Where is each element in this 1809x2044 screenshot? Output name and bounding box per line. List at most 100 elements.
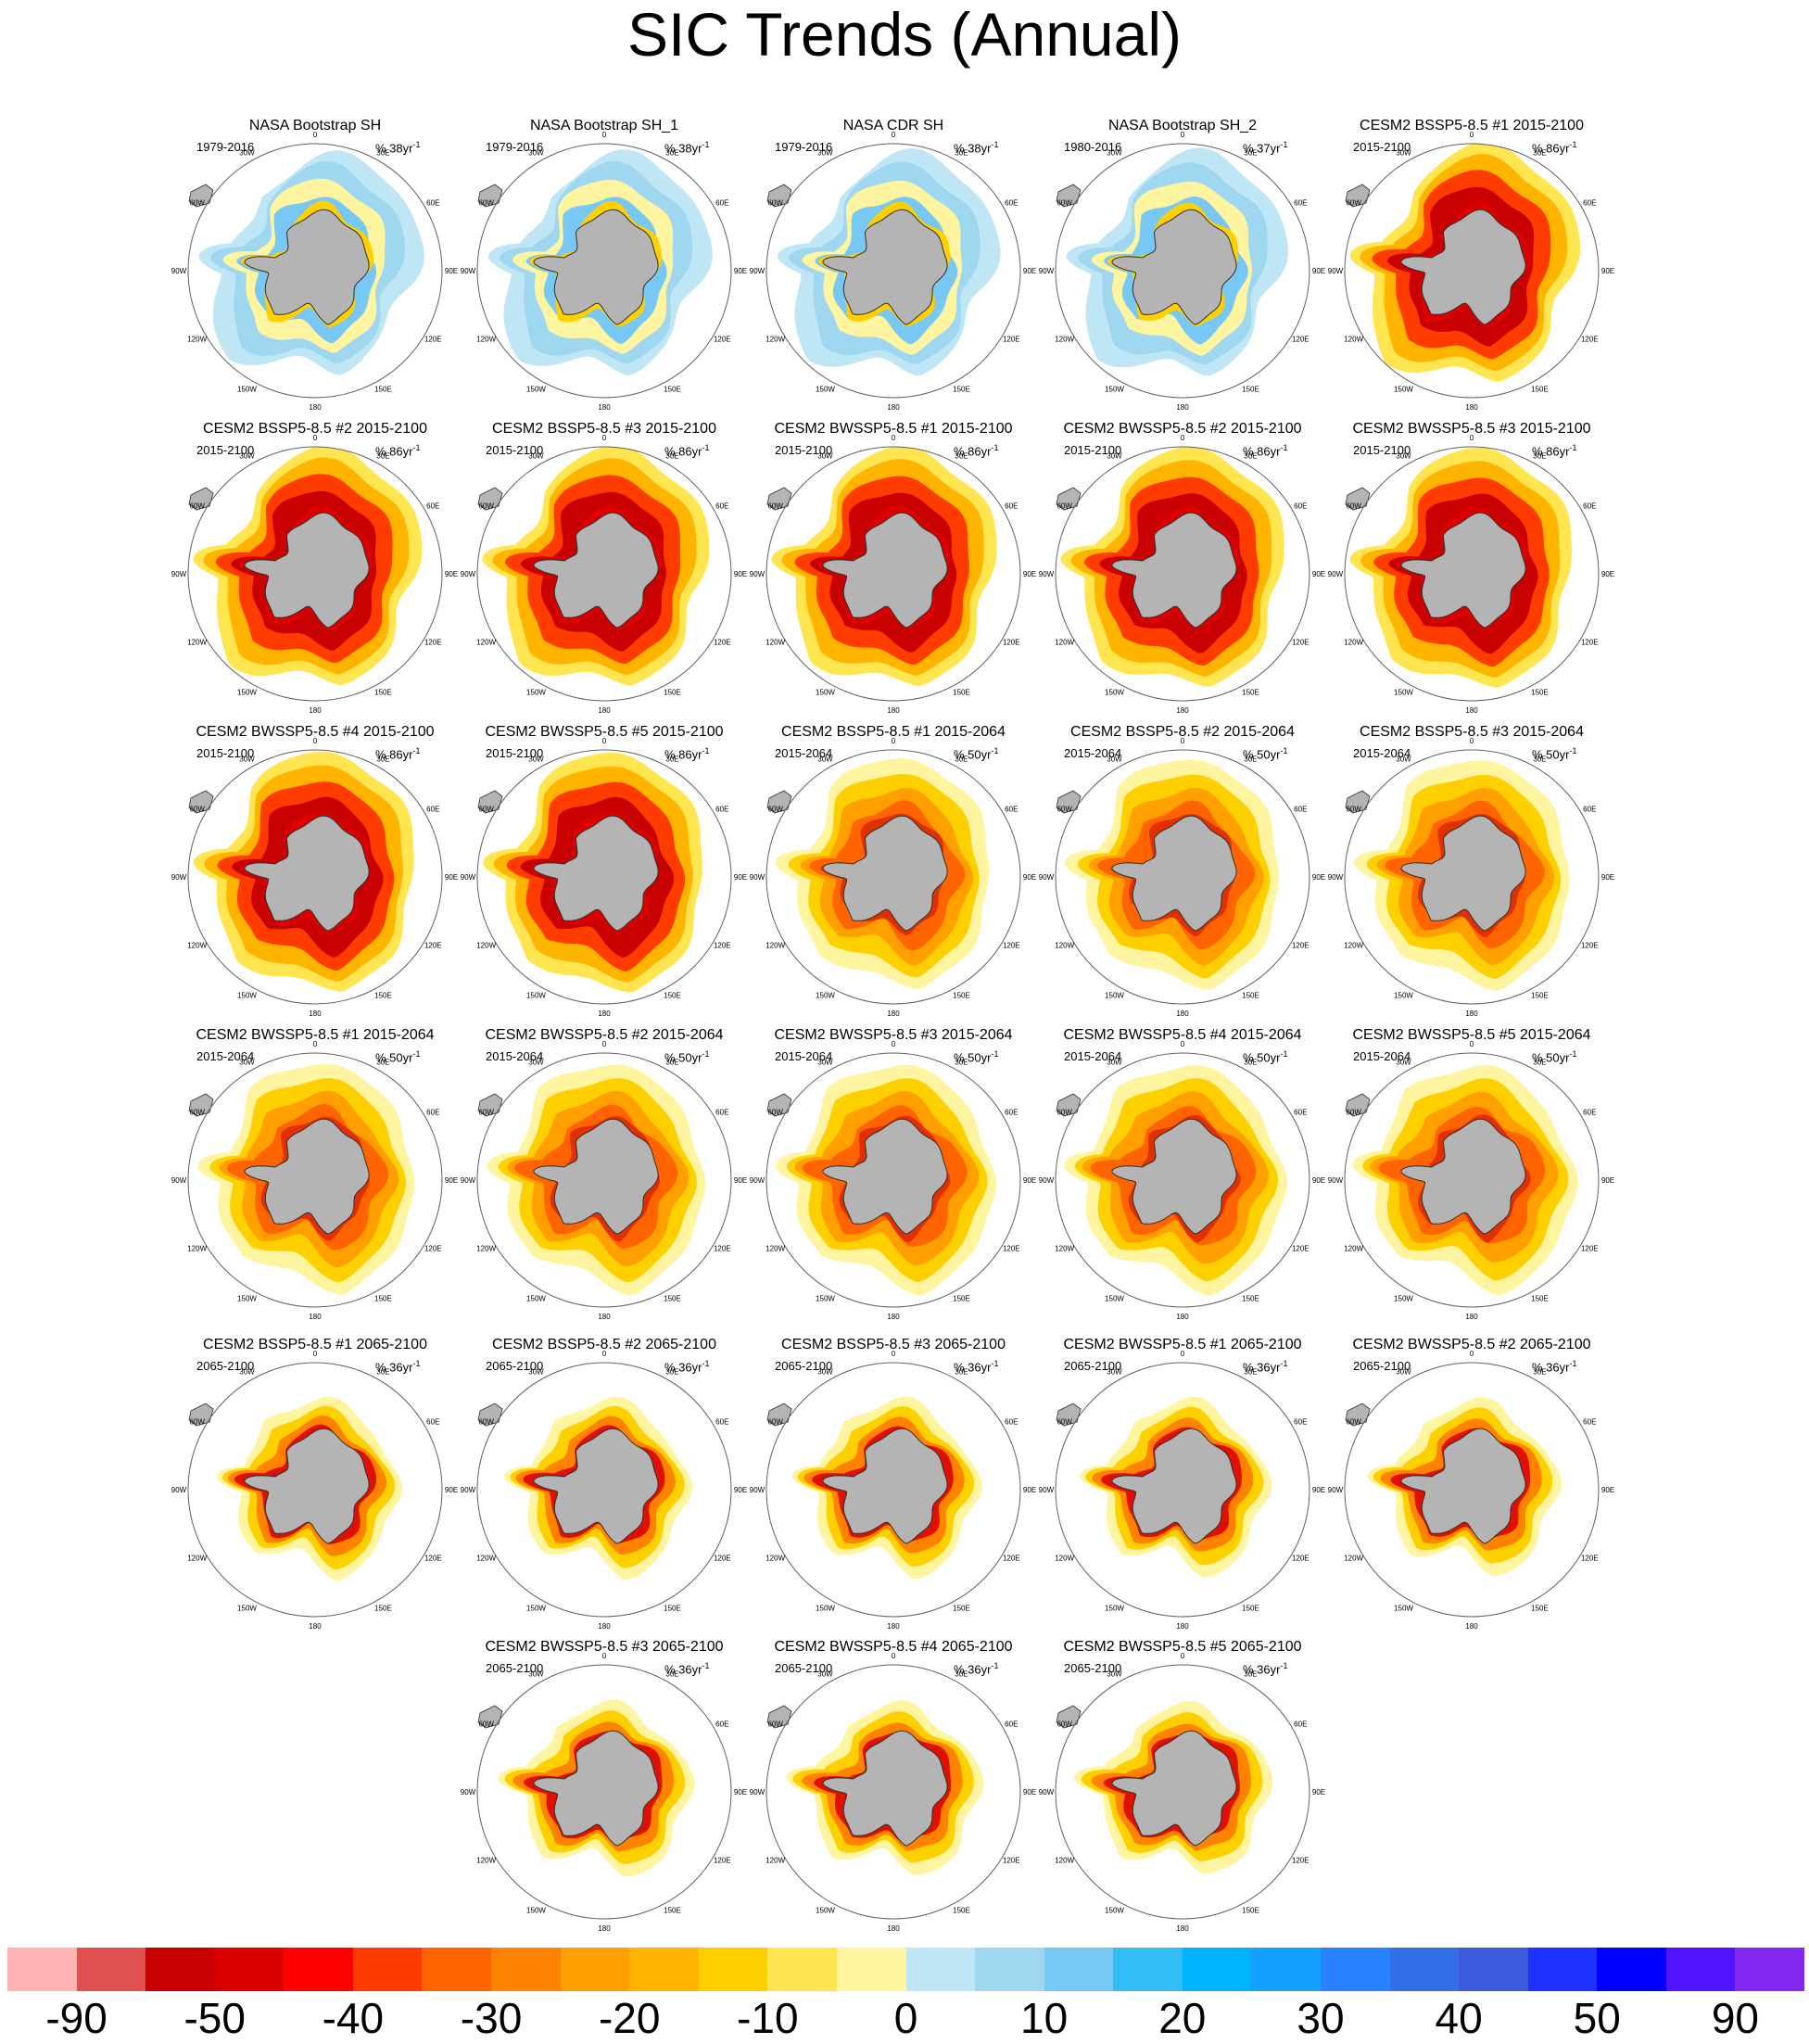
longitude-label: 0 bbox=[1181, 434, 1185, 442]
panel-title: CESM2 BWSSP5-8.5 #2 2015-2100 bbox=[1063, 421, 1302, 437]
panel-period: 2015-2064 bbox=[1064, 746, 1122, 760]
map-panel: CESM2 BWSSP5-8.5 #1 2015-2100 2015-2100 % … bbox=[750, 421, 1036, 715]
south-america-landmass bbox=[766, 790, 792, 814]
colorbar-swatch bbox=[560, 1948, 630, 1991]
map-panel: CESM2 BWSSP5-8.5 #3 2015-2100 2015-2100 % … bbox=[1328, 421, 1614, 715]
polar-map: 0 30E 60E 90E 120E 150E 180 150W 120W 90W 60W 30W bbox=[171, 131, 458, 412]
polar-map: 0 30E 60E 90E 120E 150E 180 150W 120W 90W 60W 30W bbox=[1039, 434, 1325, 715]
scale-prefix: % bbox=[1532, 747, 1547, 762]
scale-prefix: % bbox=[664, 444, 679, 459]
panel-title: CESM2 BWSSP5-8.5 #3 2015-2064 bbox=[774, 1027, 1013, 1043]
longitude-label: 90W bbox=[1328, 1176, 1344, 1185]
panel-period: 2015-2100 bbox=[1353, 443, 1411, 457]
longitude-label: 180 bbox=[598, 1924, 611, 1933]
scale-prefix: % bbox=[1532, 141, 1547, 156]
south-america-landmass bbox=[188, 184, 214, 208]
longitude-label: 150W bbox=[816, 991, 835, 999]
longitude-label: 0 bbox=[1470, 1350, 1474, 1358]
panel-title: CESM2 BWSSP5-8.5 #2 2015-2064 bbox=[485, 1027, 724, 1043]
scale-unit: yr bbox=[1559, 141, 1570, 156]
longitude-label: 60E bbox=[715, 806, 728, 814]
colorbar-label: -90 bbox=[45, 1994, 108, 2042]
longitude-label: 90W bbox=[171, 1486, 187, 1494]
scale-value: 38 bbox=[389, 141, 403, 156]
longitude-label: 60W bbox=[1346, 199, 1361, 208]
panel-scale: % 86yr-1 bbox=[375, 746, 421, 761]
longitude-label: 30E bbox=[955, 1059, 968, 1067]
longitude-label: 30W bbox=[528, 1368, 544, 1377]
map-panel: CESM2 BSSP5-8.5 #2 2015-2100 2015-2100% 8… bbox=[171, 421, 458, 715]
longitude-label: 180 bbox=[887, 1313, 900, 1321]
longitude-label: 120E bbox=[1292, 1555, 1309, 1563]
map-boundary bbox=[1055, 1052, 1310, 1308]
longitude-label: 60W bbox=[1056, 1109, 1072, 1117]
longitude-label: 120E bbox=[1003, 639, 1020, 647]
longitude-label: 0 bbox=[1181, 131, 1185, 139]
longitude-label: 30E bbox=[1533, 755, 1546, 764]
longitude-label: 120E bbox=[714, 1555, 731, 1563]
scale-prefix: % bbox=[375, 1050, 390, 1065]
longitude-label: 60E bbox=[1294, 1109, 1307, 1117]
longitude-label: 30E bbox=[665, 1670, 678, 1679]
scale-exponent: -1 bbox=[702, 1359, 710, 1368]
polar-map: 0 30E 60E 90E 120E 150E 180 150W 120W 90W 60W 30W bbox=[1328, 131, 1614, 412]
longitude-label: 120E bbox=[1003, 336, 1020, 344]
panel-title: CESM2 BWSSP5-8.5 #2 2065-2100 bbox=[1352, 1337, 1591, 1352]
longitude-label: 150W bbox=[237, 991, 257, 999]
scale-value: 36 bbox=[678, 1662, 692, 1677]
longitude-label: 150E bbox=[374, 688, 392, 696]
longitude-label: 120E bbox=[424, 639, 442, 647]
longitude-label: 150W bbox=[237, 385, 257, 393]
scale-unit: yr bbox=[402, 141, 413, 156]
longitude-label: 60E bbox=[1583, 1109, 1596, 1117]
longitude-label: 120W bbox=[765, 1555, 785, 1563]
longitude-label: 30W bbox=[528, 1670, 544, 1679]
longitude-label: 90W bbox=[750, 570, 765, 578]
longitude-label: 30E bbox=[955, 452, 968, 461]
scale-prefix: % bbox=[664, 1360, 679, 1375]
longitude-label: 150W bbox=[526, 1906, 546, 1914]
longitude-label: 120E bbox=[1581, 1555, 1599, 1563]
longitude-label: 90E bbox=[1312, 1176, 1325, 1185]
longitude-label: 30W bbox=[1396, 1368, 1411, 1377]
longitude-label: 180 bbox=[1176, 1009, 1189, 1018]
antarctica-landmass bbox=[1400, 1118, 1526, 1235]
scale-exponent: -1 bbox=[991, 1049, 999, 1059]
longitude-label: 150E bbox=[953, 688, 970, 696]
colorbar-swatch bbox=[1459, 1948, 1528, 1991]
map-boundary bbox=[187, 1362, 443, 1618]
panel-scale: % 36yr-1 bbox=[1243, 1661, 1288, 1676]
scale-prefix: % bbox=[1243, 141, 1258, 156]
longitude-label: 150W bbox=[1394, 1604, 1413, 1612]
scale-unit: yr bbox=[402, 747, 413, 762]
longitude-label: 90E bbox=[1023, 1788, 1036, 1796]
antarctica-landmass bbox=[533, 815, 659, 932]
colorbar-label: -30 bbox=[460, 1994, 523, 2042]
antarctica-landmass bbox=[533, 1428, 659, 1544]
longitude-label: 60E bbox=[426, 502, 439, 511]
longitude-label: 30W bbox=[817, 1368, 833, 1377]
longitude-label: 60E bbox=[715, 1418, 728, 1427]
scale-unit: yr bbox=[1270, 747, 1281, 762]
scale-value: 50 bbox=[968, 747, 981, 762]
longitude-label: 180 bbox=[887, 1924, 900, 1933]
scale-prefix: % bbox=[954, 747, 968, 762]
polar-map: 0 30E 60E 90E 120E 150E 180 150W 120W 90W 60W 30W bbox=[750, 1040, 1036, 1321]
map-panel: CESM2 BSSP5-8.5 #1 2065-2100 2065-2100% 3… bbox=[171, 1337, 458, 1631]
scale-prefix: % bbox=[375, 141, 390, 156]
panel-scale: % 50yr-1 bbox=[954, 1049, 999, 1064]
colorbar-swatch bbox=[1527, 1948, 1598, 1991]
longitude-label: 0 bbox=[1470, 131, 1474, 139]
longitude-label: 60E bbox=[1294, 806, 1307, 814]
scale-unit: yr bbox=[691, 141, 702, 156]
panel-title: CESM2 BSSP5-8.5 #1 2015-2064 bbox=[781, 724, 1006, 740]
longitude-label: 120W bbox=[1055, 1555, 1074, 1563]
longitude-label: 150E bbox=[1242, 1294, 1259, 1302]
longitude-label: 150W bbox=[816, 385, 835, 393]
panel-period: 2065-2100 bbox=[775, 1661, 833, 1675]
longitude-label: 30W bbox=[1396, 149, 1411, 158]
panel-title: CESM2 BWSSP5-8.5 #5 2065-2100 bbox=[1063, 1639, 1302, 1655]
longitude-label: 180 bbox=[309, 403, 322, 412]
colorbar-swatch bbox=[975, 1948, 1044, 1991]
longitude-label: 90W bbox=[171, 570, 187, 578]
